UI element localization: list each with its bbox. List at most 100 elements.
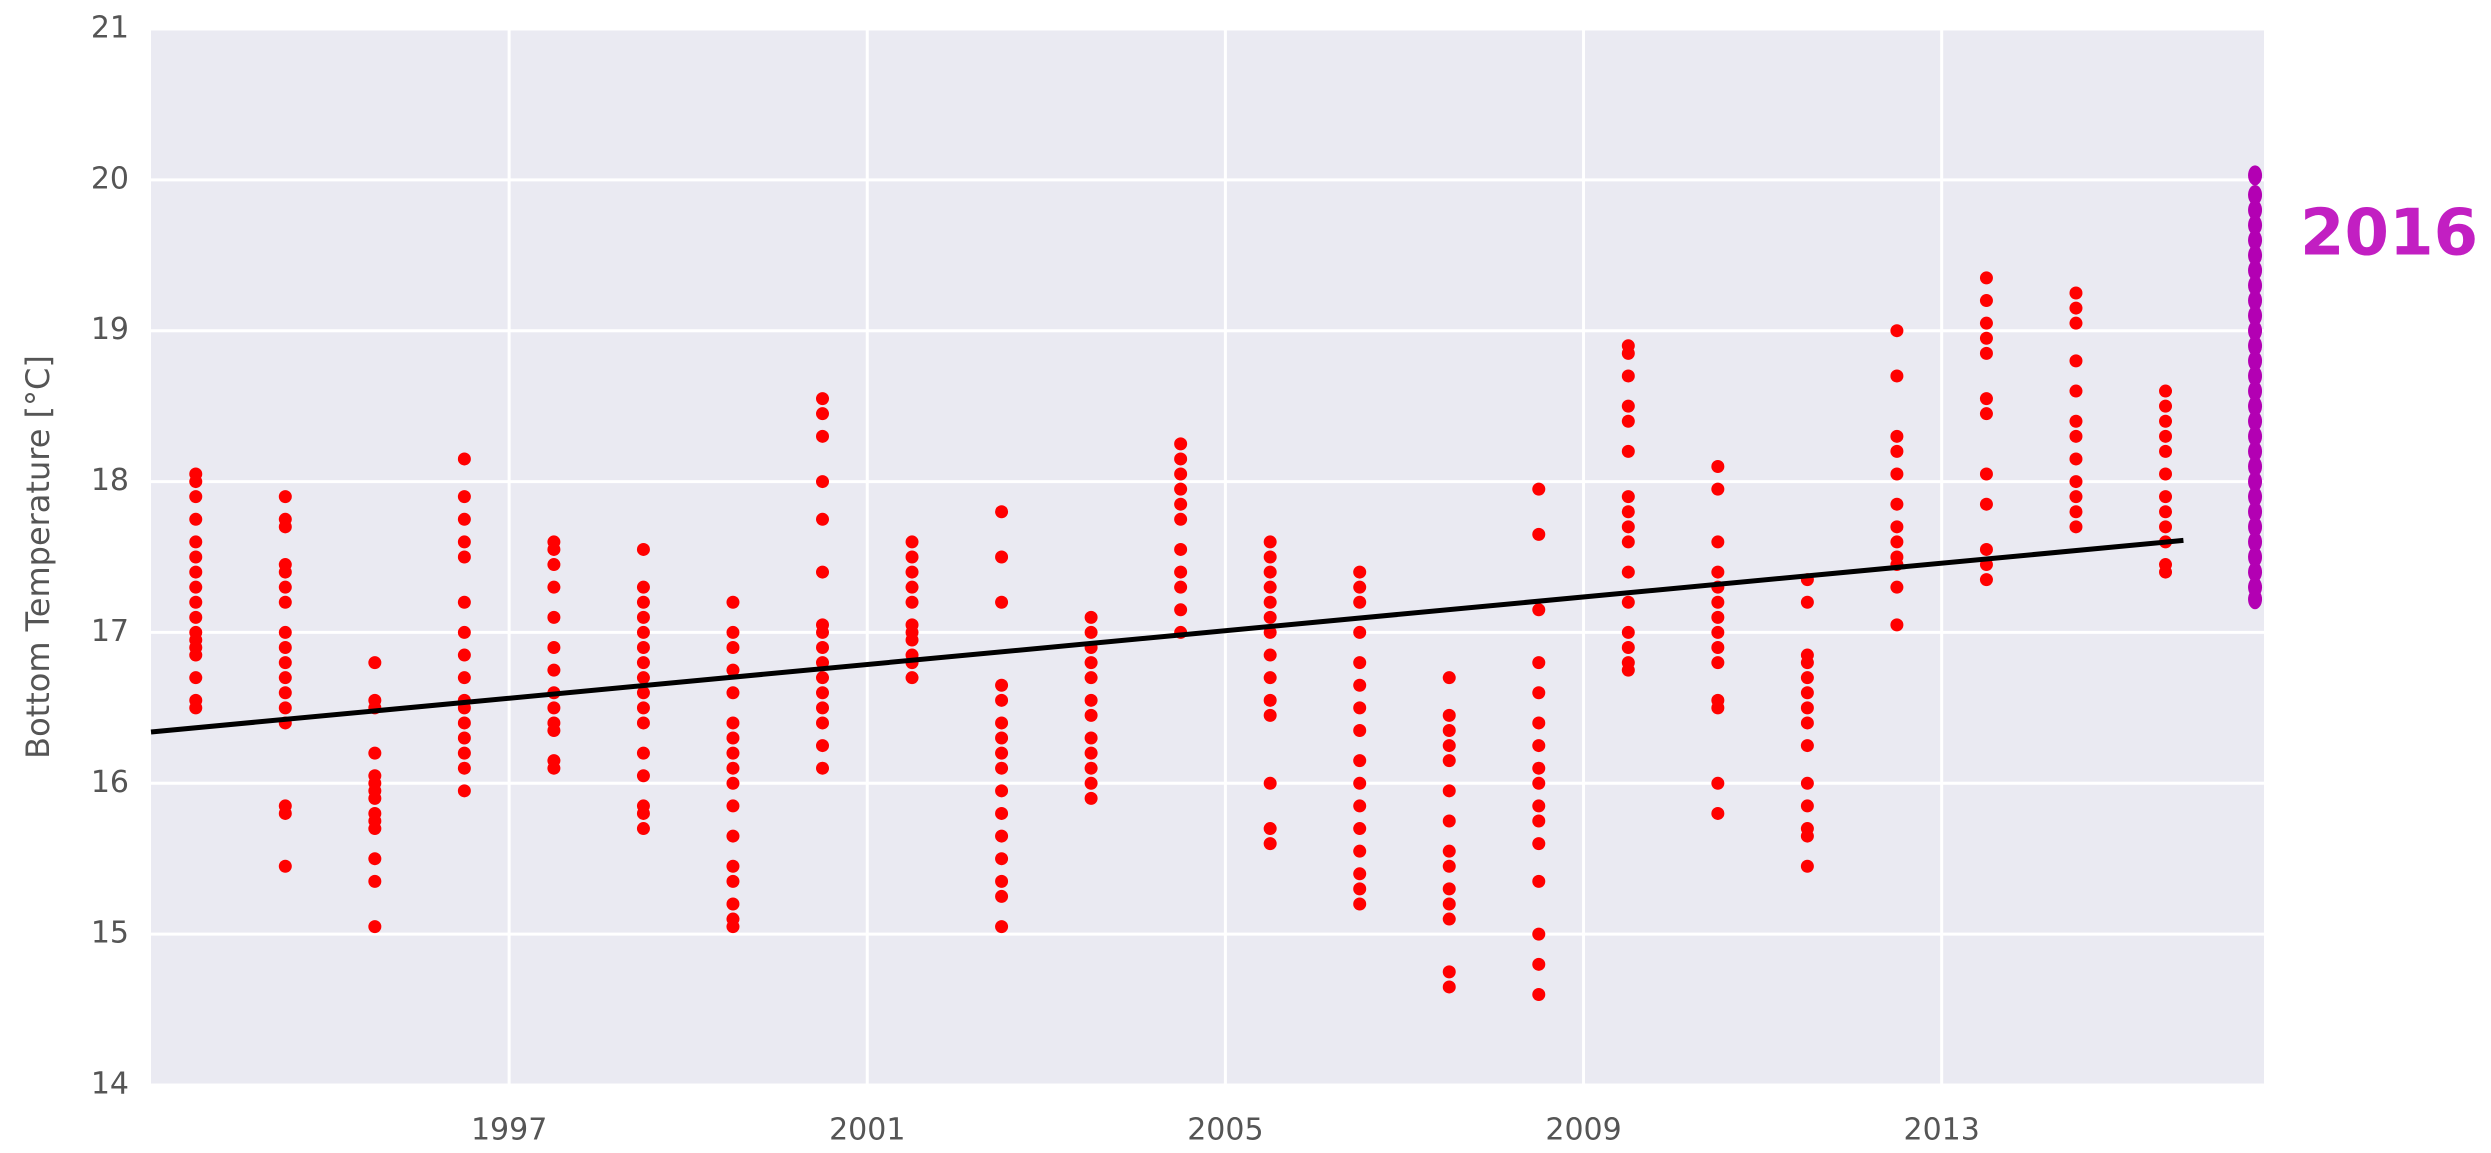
point bbox=[189, 610, 203, 624]
trend-line bbox=[150, 537, 2184, 735]
x-tick-label: 2001 bbox=[829, 1113, 905, 1148]
point bbox=[1532, 686, 1546, 700]
point bbox=[1263, 693, 1277, 707]
point bbox=[1532, 927, 1546, 941]
point bbox=[726, 897, 740, 911]
point bbox=[726, 859, 740, 873]
point bbox=[2248, 456, 2263, 477]
point bbox=[1174, 603, 1188, 617]
point bbox=[189, 490, 203, 504]
point bbox=[1353, 754, 1367, 768]
point bbox=[726, 641, 740, 655]
point bbox=[1263, 708, 1277, 722]
point bbox=[1800, 671, 1814, 685]
point bbox=[1353, 565, 1367, 579]
point bbox=[189, 565, 203, 579]
point bbox=[2069, 316, 2083, 330]
point bbox=[2069, 354, 2083, 368]
point bbox=[2069, 475, 2083, 489]
point bbox=[726, 746, 740, 760]
point bbox=[278, 520, 292, 534]
point bbox=[189, 595, 203, 609]
point bbox=[1800, 595, 1814, 609]
point bbox=[995, 716, 1009, 730]
point bbox=[2248, 426, 2263, 447]
point bbox=[1800, 799, 1814, 813]
point bbox=[189, 648, 203, 662]
point bbox=[1800, 701, 1814, 715]
point bbox=[995, 693, 1009, 707]
point bbox=[2248, 411, 2263, 432]
point bbox=[189, 535, 203, 549]
point bbox=[995, 731, 1009, 745]
point bbox=[2248, 350, 2263, 371]
point bbox=[1442, 912, 1456, 926]
point bbox=[1353, 844, 1367, 858]
point bbox=[636, 542, 650, 556]
point bbox=[457, 535, 471, 549]
point bbox=[1711, 459, 1725, 473]
point bbox=[2159, 565, 2173, 579]
point bbox=[2248, 562, 2263, 583]
point bbox=[2248, 290, 2263, 311]
point bbox=[1353, 897, 1367, 911]
point bbox=[1979, 407, 1993, 421]
point bbox=[816, 671, 830, 685]
point bbox=[547, 610, 561, 624]
point bbox=[2248, 441, 2263, 462]
point bbox=[2248, 320, 2263, 341]
point bbox=[636, 580, 650, 594]
point bbox=[816, 641, 830, 655]
point bbox=[457, 731, 471, 745]
point bbox=[1442, 980, 1456, 994]
point bbox=[1979, 542, 1993, 556]
point bbox=[995, 784, 1009, 798]
y-tick-label: 21 bbox=[91, 11, 129, 46]
point bbox=[726, 595, 740, 609]
point bbox=[816, 512, 830, 526]
point bbox=[2159, 399, 2173, 413]
point bbox=[1890, 429, 1904, 443]
point bbox=[1621, 663, 1635, 677]
point bbox=[1890, 444, 1904, 458]
point bbox=[1979, 392, 1993, 406]
point bbox=[1711, 565, 1725, 579]
point bbox=[368, 852, 382, 866]
point bbox=[995, 806, 1009, 820]
point bbox=[816, 392, 830, 406]
point bbox=[726, 920, 740, 934]
point bbox=[1621, 505, 1635, 519]
point bbox=[1353, 625, 1367, 639]
point bbox=[278, 490, 292, 504]
point bbox=[1532, 874, 1546, 888]
point bbox=[457, 490, 471, 504]
point bbox=[1621, 625, 1635, 639]
point bbox=[1174, 497, 1188, 511]
point bbox=[1442, 723, 1456, 737]
point bbox=[1621, 490, 1635, 504]
point bbox=[1263, 776, 1277, 790]
point bbox=[726, 874, 740, 888]
point bbox=[1442, 754, 1456, 768]
point bbox=[636, 625, 650, 639]
point bbox=[1174, 512, 1188, 526]
point bbox=[1353, 882, 1367, 896]
x-tick-label: 2005 bbox=[1187, 1113, 1263, 1148]
point bbox=[1084, 791, 1098, 805]
point bbox=[547, 580, 561, 594]
point bbox=[278, 671, 292, 685]
point bbox=[905, 550, 919, 564]
x-tick-label: 2013 bbox=[1903, 1113, 1979, 1148]
point bbox=[1979, 331, 1993, 345]
point bbox=[2159, 505, 2173, 519]
point bbox=[1890, 324, 1904, 338]
point bbox=[816, 761, 830, 775]
point bbox=[995, 746, 1009, 760]
y-tick-label: 16 bbox=[91, 765, 129, 800]
point bbox=[2248, 184, 2263, 205]
point bbox=[726, 829, 740, 843]
point bbox=[2069, 505, 2083, 519]
point bbox=[1532, 957, 1546, 971]
point bbox=[1621, 535, 1635, 549]
